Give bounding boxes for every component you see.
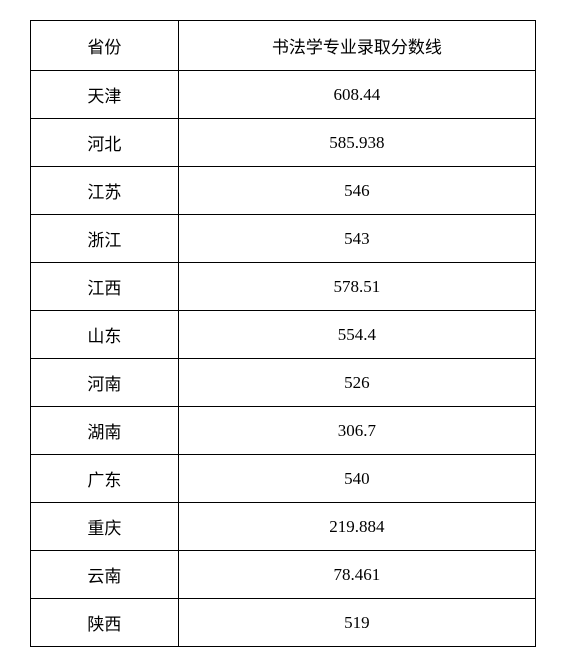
province-cell: 河南	[31, 359, 179, 407]
table-row: 重庆 219.884	[31, 503, 536, 551]
province-cell: 江西	[31, 263, 179, 311]
table-row: 河北 585.938	[31, 119, 536, 167]
table-row: 天津 608.44	[31, 71, 536, 119]
table-row: 山东 554.4	[31, 311, 536, 359]
province-cell: 重庆	[31, 503, 179, 551]
score-cell: 78.461	[178, 551, 535, 599]
admission-score-table: 省份 书法学专业录取分数线 天津 608.44 河北 585.938 江苏 54…	[30, 20, 536, 647]
table-row: 陕西 519	[31, 599, 536, 647]
score-cell: 554.4	[178, 311, 535, 359]
score-cell: 306.7	[178, 407, 535, 455]
table-row: 河南 526	[31, 359, 536, 407]
province-cell: 山东	[31, 311, 179, 359]
table-row: 湖南 306.7	[31, 407, 536, 455]
province-cell: 广东	[31, 455, 179, 503]
score-cell: 219.884	[178, 503, 535, 551]
column-header-province: 省份	[31, 21, 179, 71]
score-cell: 608.44	[178, 71, 535, 119]
score-cell: 578.51	[178, 263, 535, 311]
province-cell: 陕西	[31, 599, 179, 647]
column-header-score: 书法学专业录取分数线	[178, 21, 535, 71]
score-cell: 519	[178, 599, 535, 647]
province-cell: 天津	[31, 71, 179, 119]
score-cell: 543	[178, 215, 535, 263]
table-row: 广东 540	[31, 455, 536, 503]
table-row: 云南 78.461	[31, 551, 536, 599]
table-row: 江西 578.51	[31, 263, 536, 311]
score-cell: 546	[178, 167, 535, 215]
table-row: 江苏 546	[31, 167, 536, 215]
province-cell: 浙江	[31, 215, 179, 263]
province-cell: 河北	[31, 119, 179, 167]
table-row: 浙江 543	[31, 215, 536, 263]
score-cell: 585.938	[178, 119, 535, 167]
province-cell: 湖南	[31, 407, 179, 455]
province-cell: 江苏	[31, 167, 179, 215]
province-cell: 云南	[31, 551, 179, 599]
score-cell: 526	[178, 359, 535, 407]
table-header-row: 省份 书法学专业录取分数线	[31, 21, 536, 71]
score-cell: 540	[178, 455, 535, 503]
